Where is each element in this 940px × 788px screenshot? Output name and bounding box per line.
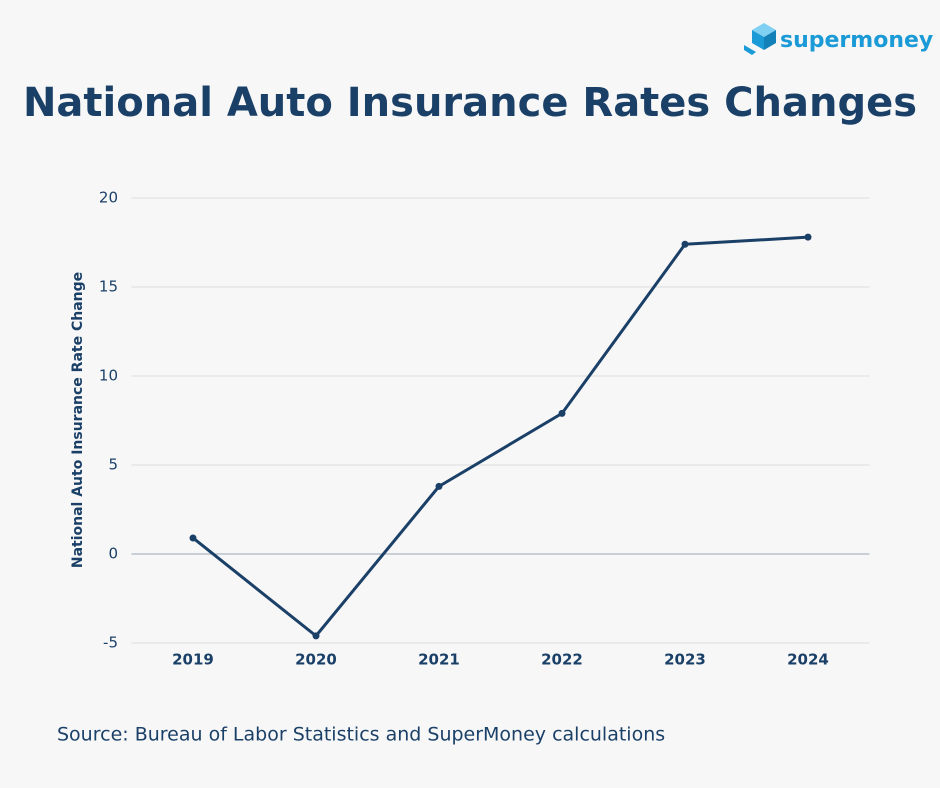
y-axis-label: National Auto Insurance Rate Change [70,272,86,568]
y-tick-label: 15 [99,278,118,296]
data-point [804,233,812,241]
data-point [312,632,320,640]
y-tick-label: 10 [99,367,118,385]
x-tick-label: 2019 [172,651,214,669]
y-tick-label: 20 [99,189,118,207]
source-note: Source: Bureau of Labor Statistics and S… [57,724,665,746]
data-point [189,534,197,542]
chart-title: National Auto Insurance Rates Changes [23,80,917,126]
data-point [681,240,689,248]
data-point [435,482,443,490]
y-tick-label: 0 [108,545,118,563]
x-tick-label: 2024 [787,651,829,669]
data-point [558,409,566,417]
x-tick-label: 2021 [418,651,460,669]
logo [744,23,776,55]
x-tick-label: 2023 [664,651,706,669]
x-tick-label: 2020 [295,651,337,669]
data-line [192,235,809,638]
y-tick-label: -5 [103,634,118,652]
brand-name: supermoney [780,28,933,53]
y-tick-label: 5 [108,456,118,474]
x-tick-label: 2022 [541,651,583,669]
